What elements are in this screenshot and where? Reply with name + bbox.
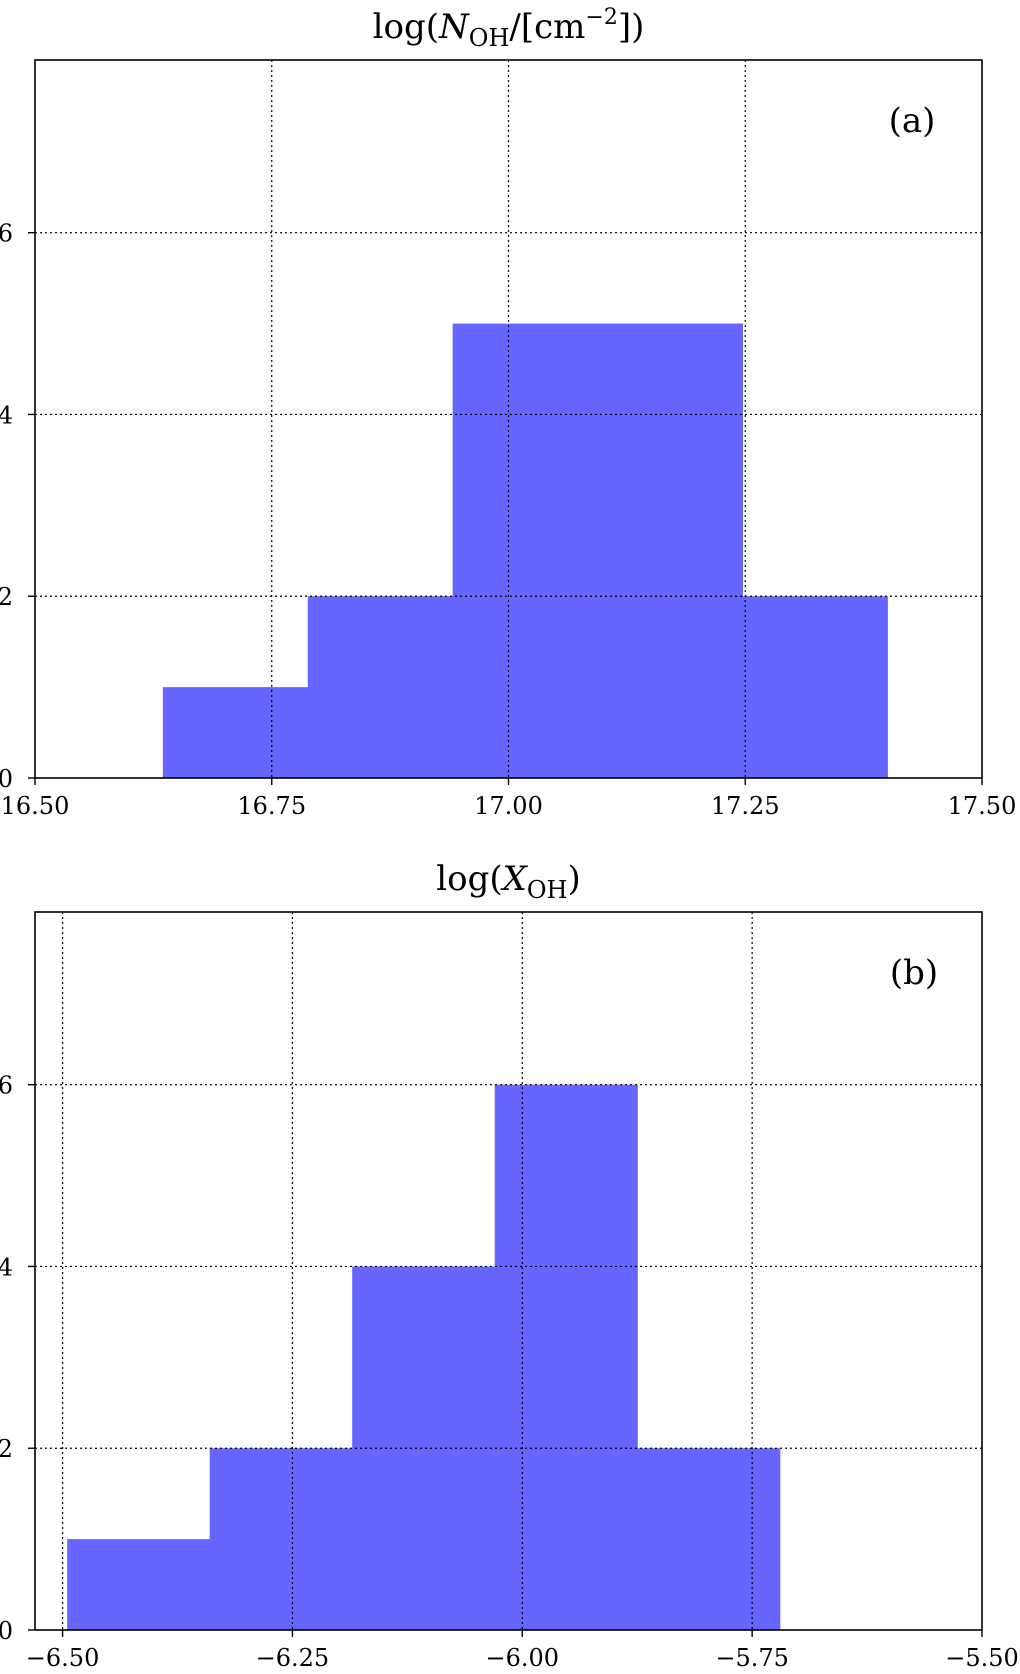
y-tick-label: 2 — [0, 1435, 13, 1463]
title-variable: N — [438, 7, 470, 47]
histogram-bar — [67, 1539, 211, 1630]
x-tick-label: −5.75 — [715, 1644, 789, 1672]
x-tick-label: 16.75 — [237, 792, 306, 820]
y-tick-label: 4 — [0, 401, 13, 429]
histogram-bar — [352, 1266, 496, 1630]
y-tick-label: 0 — [0, 1617, 13, 1645]
panel-label: (a) — [889, 101, 936, 141]
histogram-bar — [742, 596, 888, 778]
title-text: log( — [436, 859, 502, 899]
title-text: ]) — [618, 7, 645, 47]
title-subscript: OH — [469, 24, 510, 52]
panel-b: −6.50 −6.25 −6.00 −5.75 −5.50 0 2 4 6 log(XOH) (b) — [0, 859, 1019, 1672]
histogram-bar — [162, 687, 309, 778]
histogram-bar — [452, 323, 599, 778]
chart-title: log(XOH) — [436, 859, 580, 904]
x-tick-label: 17.00 — [474, 792, 543, 820]
y-tick-label: 2 — [0, 583, 13, 611]
x-tick-label: 17.50 — [948, 792, 1017, 820]
y-tick-label: 6 — [0, 220, 13, 248]
title-text: ) — [567, 859, 580, 899]
title-text: log( — [373, 7, 439, 47]
panel-label: (b) — [890, 953, 938, 993]
panel-a: 16.50 16.75 17.00 17.25 17.50 0 2 4 6 log(NOH/[cm… — [0, 5, 1016, 820]
histogram-bar — [209, 1448, 353, 1630]
title-superscript: −2 — [585, 5, 617, 30]
histogram-bar — [494, 1084, 638, 1630]
x-tick-label: −6.25 — [256, 1644, 330, 1672]
y-tick-label: 6 — [0, 1072, 13, 1100]
chart-title: log(NOH/[cm−2]) — [373, 5, 645, 52]
title-text: /[cm — [509, 7, 585, 47]
histogram-bar — [307, 596, 454, 778]
histogram-bar — [637, 1448, 781, 1630]
y-tick-label: 4 — [0, 1253, 13, 1281]
x-tick-label: −5.50 — [945, 1644, 1019, 1672]
x-tick-label: −6.50 — [26, 1644, 100, 1672]
x-tick-label: −6.00 — [486, 1644, 560, 1672]
title-subscript: OH — [527, 876, 568, 904]
axes-frame — [34, 911, 983, 1631]
y-tick-label: 0 — [0, 765, 13, 793]
x-tick-label: 17.25 — [711, 792, 780, 820]
histogram-bar — [597, 323, 744, 778]
x-tick-label: 16.50 — [1, 792, 70, 820]
title-variable: X — [500, 859, 529, 899]
